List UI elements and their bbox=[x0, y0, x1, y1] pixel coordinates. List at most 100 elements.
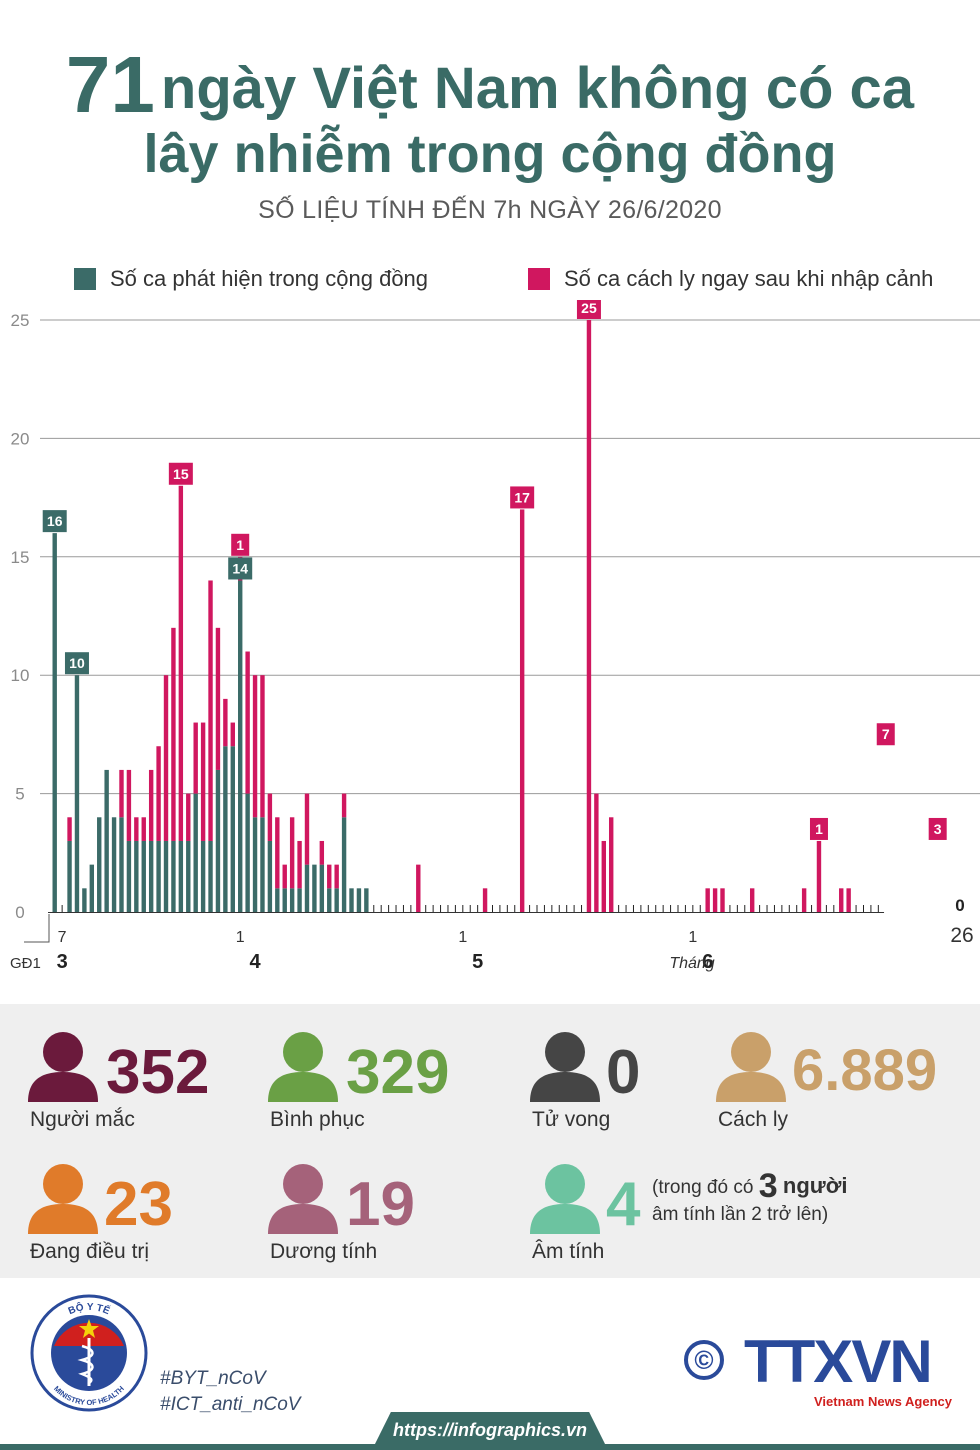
bar-community bbox=[186, 840, 191, 912]
website-url[interactable]: https://infographics.vn bbox=[392, 1420, 587, 1440]
website-link[interactable]: https://infographics.vn bbox=[372, 1412, 608, 1450]
data-label-box bbox=[809, 817, 828, 840]
data-label: 25 bbox=[581, 300, 597, 316]
bar-imported bbox=[609, 817, 614, 912]
bar-community bbox=[304, 864, 310, 912]
bar-imported bbox=[720, 888, 725, 912]
subtitle: SỐ LIỆU TÍNH ĐẾN 7h NGÀY 26/6/2020 bbox=[258, 196, 722, 224]
y-tick-label: 25 bbox=[11, 311, 30, 330]
data-label: 1 bbox=[236, 537, 244, 553]
bar-imported bbox=[341, 793, 347, 818]
bar-community bbox=[245, 793, 250, 912]
bar-community bbox=[67, 840, 72, 912]
bar-community bbox=[171, 840, 176, 912]
y-tick-label: 5 bbox=[15, 785, 24, 804]
bar-imported bbox=[416, 864, 421, 912]
negative-note: (trong đó có 3 người âm tính lần 2 trở l… bbox=[652, 1169, 848, 1228]
data-label: 15 bbox=[173, 466, 189, 482]
person-icon bbox=[716, 1032, 786, 1102]
bar-community bbox=[282, 888, 287, 912]
bar-community bbox=[126, 840, 132, 912]
bar-imported bbox=[223, 698, 228, 747]
bar-imported bbox=[67, 817, 72, 841]
stat-positive-value: 19 bbox=[346, 1170, 415, 1239]
bar-community bbox=[74, 675, 80, 912]
title-text-1: ngày Việt Nam không có ca bbox=[160, 56, 915, 121]
person-icon bbox=[28, 1032, 98, 1102]
copyright-icon: © bbox=[684, 1340, 724, 1380]
stat-recovered-value: 329 bbox=[346, 1038, 450, 1107]
bar-imported bbox=[282, 864, 287, 889]
bar-community bbox=[215, 769, 221, 912]
person-icon bbox=[268, 1164, 338, 1234]
stat-deceased-value: 0 bbox=[606, 1038, 641, 1107]
ministry-of-health-logo: BỘ Y TẾ MINISTRY OF HEALTH bbox=[30, 1294, 148, 1412]
data-label-box bbox=[928, 817, 947, 840]
bar-imported bbox=[260, 675, 265, 818]
svg-text:BỘ Y TẾ: BỘ Y TẾ bbox=[67, 1300, 112, 1317]
legend-community: Số ca phát hiện trong cộng đồng bbox=[74, 264, 428, 294]
y-tick-label: 0 bbox=[15, 903, 24, 922]
note-line-2: âm tính lần 2 trở lên) bbox=[652, 1204, 829, 1225]
footer: BỘ Y TẾ MINISTRY OF HEALTH #BYT_nCoV #IC… bbox=[0, 1278, 980, 1450]
bar-community bbox=[178, 840, 184, 912]
stat-infected-value: 352 bbox=[106, 1038, 210, 1107]
bar-community bbox=[289, 888, 295, 912]
bar-community bbox=[111, 817, 117, 912]
note-number: 3 bbox=[758, 1167, 778, 1205]
data-label: 16 bbox=[47, 513, 63, 529]
title-line-2: lây nhiễm trong cộng đồng bbox=[143, 124, 837, 184]
stat-treating-value: 23 bbox=[104, 1170, 173, 1239]
bar-community bbox=[230, 746, 235, 912]
bar-imported bbox=[289, 817, 295, 889]
bar-community bbox=[364, 888, 369, 912]
bar-community bbox=[223, 746, 228, 912]
bar-imported bbox=[601, 840, 606, 912]
end-zero-label: 0 bbox=[955, 896, 964, 915]
bar-imported bbox=[267, 793, 273, 841]
bar-community bbox=[82, 888, 87, 912]
bar-community bbox=[260, 817, 265, 912]
bar-community bbox=[334, 888, 339, 912]
bar-imported bbox=[519, 509, 525, 912]
bar-imported bbox=[327, 864, 332, 889]
legend-label-imported: Số ca cách ly ngay sau khi nhập cảnh bbox=[564, 266, 934, 291]
data-label-box bbox=[576, 300, 601, 319]
x-tick-label: 26 bbox=[950, 924, 973, 947]
month-label: 6 bbox=[702, 951, 713, 973]
bar-community bbox=[200, 840, 206, 912]
title-number: 71 bbox=[65, 40, 155, 129]
bar-community bbox=[134, 840, 139, 912]
bar-imported bbox=[171, 627, 176, 841]
bar-community bbox=[275, 888, 280, 912]
hashtag-ict: #ICT_anti_nCoV bbox=[160, 1394, 301, 1415]
x-tick-label: 1 bbox=[688, 929, 697, 946]
bar-community bbox=[238, 580, 243, 912]
stat-treating-label: Đang điều trị bbox=[30, 1240, 150, 1263]
data-label: 7 bbox=[882, 726, 890, 742]
agency-name: Vietnam News Agency bbox=[814, 1394, 952, 1409]
stat-positive-label: Dương tính bbox=[270, 1240, 378, 1263]
phase-label: GĐ1 bbox=[10, 955, 41, 972]
bar-community bbox=[156, 840, 161, 912]
data-label-box bbox=[42, 510, 67, 533]
person-icon bbox=[268, 1032, 338, 1102]
data-label-box bbox=[168, 462, 193, 485]
bar-imported bbox=[134, 817, 139, 841]
data-label: 17 bbox=[514, 489, 530, 505]
bar-imported bbox=[586, 320, 592, 912]
person-icon bbox=[530, 1032, 600, 1102]
bar-community bbox=[356, 888, 362, 912]
y-tick-label: 15 bbox=[11, 548, 30, 567]
phase-bracket bbox=[24, 914, 50, 943]
bar-imported bbox=[186, 793, 191, 841]
month-label: 3 bbox=[57, 951, 68, 973]
bar-community bbox=[193, 793, 198, 912]
note-suffix: người bbox=[782, 1173, 848, 1198]
bar-imported bbox=[163, 675, 169, 841]
stat-infected-label: Người mắc bbox=[30, 1108, 135, 1131]
bar-community bbox=[297, 888, 302, 912]
bar-imported bbox=[148, 769, 154, 841]
bar-imported bbox=[319, 840, 325, 865]
bar-community bbox=[327, 888, 332, 912]
